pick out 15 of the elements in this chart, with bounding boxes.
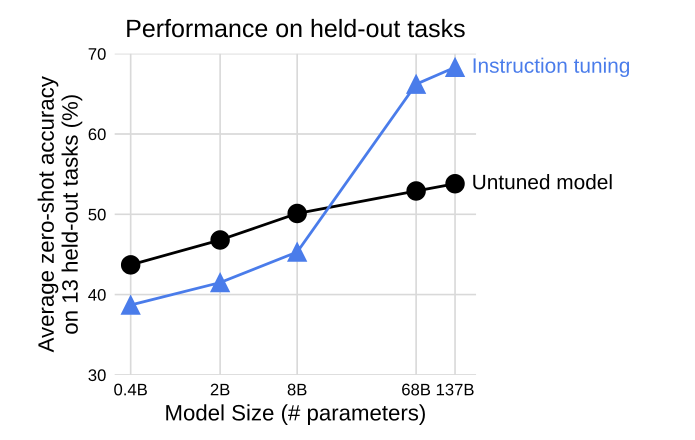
y-tick-label: 70 bbox=[88, 48, 106, 60]
x-tick-label: 68B bbox=[402, 384, 430, 396]
x-tick-label: 2B bbox=[210, 384, 230, 396]
chart-title: Performance on held-out tasks bbox=[127, 18, 465, 38]
x-axis-title: Model Size (# parameters) bbox=[166, 404, 425, 426]
x-tick-label: 0.4B bbox=[114, 384, 147, 396]
y-tick-label: 50 bbox=[88, 208, 106, 220]
y-tick-label: 40 bbox=[88, 288, 106, 301]
series-label: Instruction tuning bbox=[474, 58, 630, 78]
y-tick-label: 30 bbox=[88, 369, 106, 382]
y-tick-label: 60 bbox=[88, 128, 106, 140]
y-axis-title: Average zero-shot accuracy on 13 held-out tasks (%) bbox=[38, 76, 82, 352]
x-tick-label: 137B bbox=[436, 384, 474, 396]
series-label: Untuned model bbox=[473, 174, 612, 190]
x-tick-label: 8B bbox=[288, 384, 306, 396]
